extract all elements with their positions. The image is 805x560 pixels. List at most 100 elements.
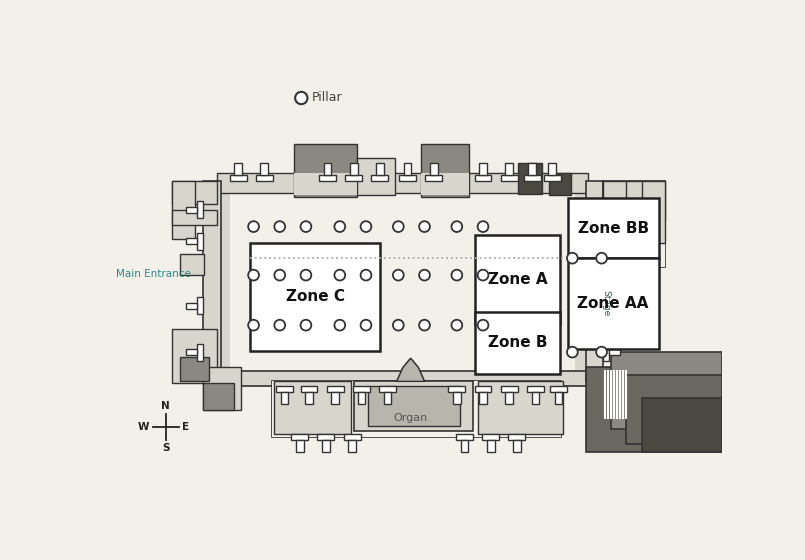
- Bar: [376, 162, 384, 175]
- Polygon shape: [397, 358, 424, 381]
- Bar: [425, 175, 442, 181]
- Bar: [478, 381, 564, 433]
- Circle shape: [300, 320, 312, 330]
- Bar: [186, 303, 196, 309]
- Bar: [324, 162, 332, 175]
- Bar: [345, 175, 362, 181]
- Bar: [332, 392, 339, 404]
- Bar: [626, 375, 723, 445]
- Bar: [609, 349, 620, 355]
- Circle shape: [361, 270, 371, 281]
- Circle shape: [334, 320, 345, 330]
- Text: Zone A: Zone A: [488, 272, 547, 287]
- Bar: [548, 162, 556, 175]
- Bar: [344, 433, 361, 440]
- Bar: [456, 433, 473, 440]
- Text: Stage: Stage: [601, 291, 610, 317]
- Bar: [294, 174, 357, 195]
- Bar: [349, 440, 356, 452]
- Bar: [403, 162, 411, 175]
- Bar: [319, 175, 336, 181]
- Bar: [430, 162, 438, 175]
- Bar: [357, 158, 395, 195]
- Bar: [196, 201, 203, 218]
- Bar: [291, 433, 308, 440]
- Bar: [603, 233, 609, 250]
- Bar: [475, 175, 492, 181]
- Circle shape: [452, 320, 462, 330]
- Bar: [603, 181, 665, 267]
- Bar: [272, 381, 561, 437]
- Circle shape: [419, 270, 430, 281]
- Bar: [501, 386, 518, 392]
- Circle shape: [275, 221, 285, 232]
- Circle shape: [597, 253, 607, 264]
- Bar: [453, 392, 460, 404]
- Bar: [229, 175, 246, 181]
- Bar: [597, 258, 616, 349]
- Bar: [524, 175, 541, 181]
- Bar: [172, 209, 217, 225]
- Bar: [603, 201, 609, 218]
- Bar: [305, 392, 313, 404]
- Circle shape: [452, 221, 462, 232]
- Bar: [568, 198, 658, 258]
- Circle shape: [393, 320, 403, 330]
- Bar: [475, 312, 560, 374]
- Text: Zone AA: Zone AA: [577, 296, 649, 311]
- Bar: [217, 181, 588, 381]
- Bar: [399, 175, 416, 181]
- Bar: [357, 392, 365, 404]
- Text: Zone BB: Zone BB: [577, 221, 649, 236]
- Bar: [479, 162, 487, 175]
- Circle shape: [361, 221, 371, 232]
- Circle shape: [248, 320, 259, 330]
- Bar: [296, 440, 303, 452]
- Bar: [256, 175, 273, 181]
- Bar: [250, 242, 380, 351]
- Bar: [642, 398, 723, 452]
- Bar: [322, 440, 330, 452]
- Bar: [180, 254, 204, 275]
- Circle shape: [300, 270, 312, 281]
- Bar: [234, 162, 242, 175]
- Bar: [448, 386, 465, 392]
- Bar: [518, 164, 542, 194]
- Bar: [626, 181, 665, 220]
- Bar: [475, 235, 560, 324]
- Circle shape: [597, 347, 607, 357]
- Bar: [203, 367, 242, 410]
- Bar: [611, 352, 723, 429]
- Bar: [230, 192, 576, 371]
- Text: Main Entrance: Main Entrance: [117, 269, 192, 278]
- Circle shape: [248, 221, 259, 232]
- Bar: [506, 162, 513, 175]
- Bar: [196, 297, 203, 314]
- Circle shape: [393, 221, 403, 232]
- Bar: [555, 392, 563, 404]
- Bar: [527, 386, 544, 392]
- Circle shape: [419, 221, 430, 232]
- Bar: [172, 181, 217, 204]
- Bar: [603, 181, 642, 204]
- Bar: [353, 381, 473, 431]
- Circle shape: [567, 347, 578, 357]
- Bar: [482, 433, 499, 440]
- Bar: [217, 371, 588, 386]
- Bar: [384, 392, 391, 404]
- Bar: [379, 386, 396, 392]
- Bar: [196, 233, 203, 250]
- Text: E: E: [182, 422, 189, 432]
- Bar: [294, 144, 357, 197]
- Text: Pillar: Pillar: [312, 91, 343, 105]
- Bar: [609, 303, 620, 309]
- Bar: [609, 207, 620, 213]
- Circle shape: [361, 320, 371, 330]
- Text: W: W: [138, 422, 150, 432]
- Circle shape: [477, 320, 489, 330]
- Bar: [203, 181, 221, 381]
- Bar: [368, 386, 460, 426]
- Bar: [350, 162, 357, 175]
- Bar: [317, 433, 334, 440]
- Circle shape: [452, 270, 462, 281]
